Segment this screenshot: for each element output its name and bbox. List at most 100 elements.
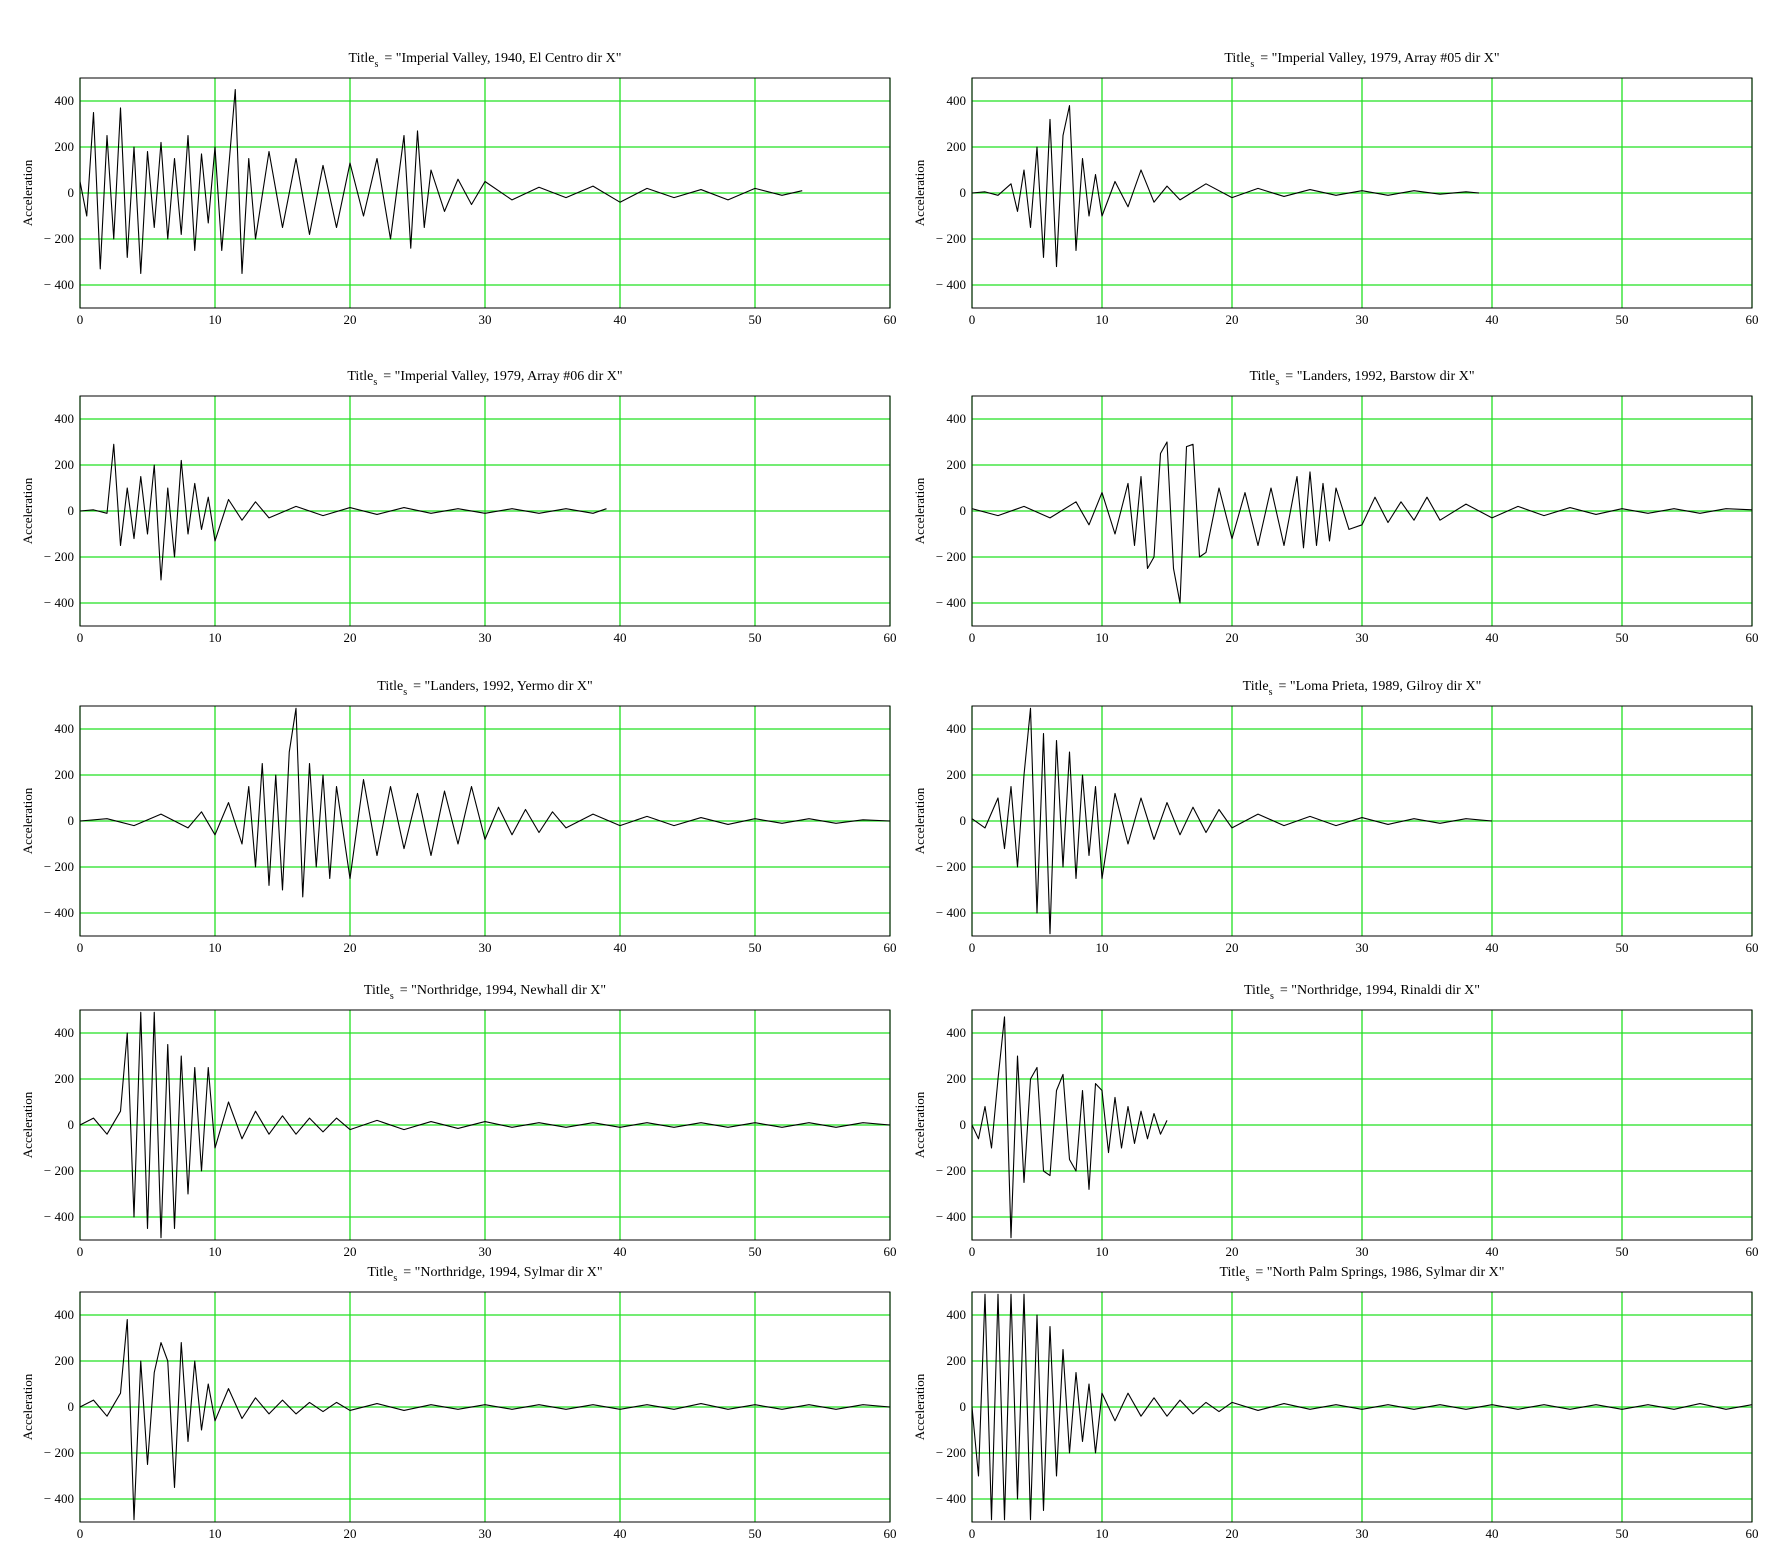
y-tick-label: 400 [947, 721, 967, 736]
title-prefix: Title [347, 369, 373, 384]
title-subscript: s [1269, 687, 1273, 698]
title-prefix: Title [1224, 51, 1250, 66]
chart-title: Titles = "Northridge, 1994, Sylmar dir X" [367, 1265, 602, 1284]
x-tick-label: 0 [77, 1244, 84, 1259]
x-tick-label: 60 [1746, 630, 1759, 645]
title-subscript: s [403, 687, 407, 698]
trace [80, 707, 890, 898]
plot-frame [971, 705, 1753, 937]
title-text: = "North Palm Springs, 1986, Sylmar dir … [1255, 1265, 1504, 1280]
x-tick-label: 30 [479, 630, 492, 645]
title-text: = "Loma Prieta, 1989, Gilroy dir X" [1279, 679, 1482, 694]
y-axis-label: Acceleration [912, 1091, 927, 1158]
y-axis-label: Acceleration [20, 1373, 35, 1440]
trace [80, 1319, 890, 1521]
trace [972, 1293, 1752, 1521]
plot-frame [79, 77, 891, 309]
x-tick-label: 40 [614, 312, 627, 327]
x-tick-label: 50 [749, 1526, 762, 1541]
x-tick-label: 60 [884, 940, 897, 955]
y-tick-label: 0 [960, 503, 967, 518]
x-tick-label: 0 [969, 1526, 976, 1541]
y-tick-label: 200 [55, 139, 75, 154]
x-tick-label: 0 [969, 312, 976, 327]
x-tick-label: 30 [479, 940, 492, 955]
y-tick-label: − 200 [44, 1445, 74, 1460]
chart-panel: Titles = "Northridge, 1994, Rinaldi dir X… [912, 983, 1759, 1259]
y-tick-label: 0 [960, 1117, 967, 1132]
chart-title: Titles = "Imperial Valley, 1979, Array #0… [347, 369, 622, 388]
title-prefix: Title [1249, 369, 1275, 384]
x-tick-label: 20 [1226, 630, 1239, 645]
y-tick-label: − 400 [44, 1491, 74, 1506]
x-tick-label: 50 [749, 1244, 762, 1259]
chart-panel: Titles = "Landers, 1992, Barstow dir X" − … [912, 369, 1759, 645]
y-tick-label: − 200 [936, 1163, 966, 1178]
x-tick-label: 30 [1356, 940, 1369, 955]
x-tick-label: 40 [1486, 1244, 1499, 1259]
trace [972, 105, 1480, 268]
y-tick-label: − 400 [936, 1209, 966, 1224]
title-prefix: Title [364, 983, 390, 998]
y-tick-label: 200 [947, 1353, 967, 1368]
y-axis-label: Acceleration [912, 159, 927, 226]
title-text: = "Imperial Valley, 1979, Array #06 dir … [383, 369, 622, 384]
x-tick-label: 50 [1616, 630, 1629, 645]
chart-panel: Titles = "Loma Prieta, 1989, Gilroy dir X… [912, 679, 1759, 955]
title-prefix: Title [367, 1265, 393, 1280]
trace [972, 1016, 1168, 1239]
y-axis-label: Acceleration [20, 1091, 35, 1158]
y-axis-label: Acceleration [912, 477, 927, 544]
x-tick-label: 60 [884, 1526, 897, 1541]
x-tick-label: 30 [1356, 1244, 1369, 1259]
x-tick-label: 10 [209, 1526, 222, 1541]
x-tick-label: 0 [969, 1244, 976, 1259]
title-text: = "Landers, 1992, Barstow dir X" [1285, 369, 1474, 384]
y-axis-label: Acceleration [20, 159, 35, 226]
chart-panel: Titles = "Northridge, 1994, Sylmar dir X"… [20, 1265, 897, 1541]
y-tick-label: 0 [68, 503, 75, 518]
x-tick-label: 10 [209, 940, 222, 955]
y-axis-label: Acceleration [20, 477, 35, 544]
x-tick-label: 20 [344, 1526, 357, 1541]
x-tick-label: 50 [749, 630, 762, 645]
y-tick-label: 400 [55, 411, 75, 426]
x-tick-label: 20 [344, 1244, 357, 1259]
chart-title: Titles = "Loma Prieta, 1989, Gilroy dir X… [1243, 679, 1482, 698]
x-tick-label: 0 [77, 630, 84, 645]
title-text: = "Northridge, 1994, Sylmar dir X" [403, 1265, 602, 1280]
y-tick-label: − 400 [44, 595, 74, 610]
y-tick-label: 0 [68, 813, 75, 828]
x-tick-label: 60 [1746, 312, 1759, 327]
x-tick-label: 40 [614, 940, 627, 955]
y-tick-label: 0 [68, 1117, 75, 1132]
x-tick-label: 50 [749, 312, 762, 327]
y-tick-label: 0 [960, 185, 967, 200]
x-tick-label: 0 [77, 940, 84, 955]
y-tick-label: − 200 [936, 1445, 966, 1460]
y-tick-label: − 400 [44, 1209, 74, 1224]
y-tick-label: 200 [55, 457, 75, 472]
y-tick-label: 200 [55, 1353, 75, 1368]
x-tick-label: 10 [1096, 312, 1109, 327]
x-tick-label: 40 [1486, 940, 1499, 955]
y-tick-label: 0 [68, 1399, 75, 1414]
x-tick-label: 40 [1486, 312, 1499, 327]
x-tick-label: 10 [209, 630, 222, 645]
title-subscript: s [1245, 1273, 1249, 1284]
title-text: = "Imperial Valley, 1940, El Centro dir … [384, 51, 621, 66]
y-axis-label: Acceleration [912, 1373, 927, 1440]
title-prefix: Title [377, 679, 403, 694]
title-text: = "Northridge, 1994, Rinaldi dir X" [1280, 983, 1480, 998]
x-tick-label: 30 [1356, 630, 1369, 645]
x-tick-label: 30 [479, 1526, 492, 1541]
x-tick-label: 50 [1616, 1244, 1629, 1259]
y-tick-label: − 400 [44, 905, 74, 920]
y-tick-label: − 400 [44, 277, 74, 292]
x-tick-label: 0 [969, 940, 976, 955]
y-tick-label: 400 [947, 1307, 967, 1322]
trace [972, 441, 1752, 604]
x-tick-label: 40 [614, 1244, 627, 1259]
chart-panel: Titles = "Imperial Valley, 1979, Array #0… [20, 369, 897, 645]
title-subscript: s [373, 377, 377, 388]
